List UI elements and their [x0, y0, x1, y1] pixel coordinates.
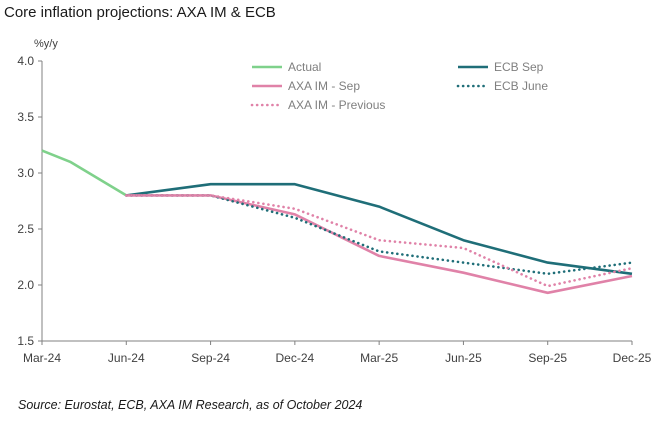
series-line-ecb-sep — [126, 182, 633, 276]
legend-label: ECB Sep — [494, 60, 544, 74]
series-line-axa-im-sep — [126, 194, 633, 295]
chart-source: Source: Eurostat, ECB, AXA IM Research, … — [18, 398, 363, 412]
x-tick-label: Jun-24 — [108, 351, 145, 365]
legend-label: Actual — [288, 60, 321, 74]
chart-title: Core inflation projections: AXA IM & ECB — [4, 4, 276, 21]
x-tick-label: Mar-25 — [360, 351, 398, 365]
y-axis-unit-label: %y/y — [34, 38, 58, 50]
x-tick-label: Dec-24 — [276, 351, 315, 365]
y-tick-label: 3.5 — [17, 110, 34, 124]
x-tick-label: Mar-24 — [23, 351, 61, 365]
y-tick-label: 3.0 — [17, 166, 34, 180]
legend-label: ECB June — [494, 79, 548, 93]
y-tick-label: 4.0 — [17, 54, 34, 68]
series-line-actual — [41, 149, 127, 197]
x-tick-label: Sep-25 — [528, 351, 567, 365]
series-line-ecb-june — [125, 194, 634, 276]
x-tick-label: Sep-24 — [191, 351, 230, 365]
y-tick-label: 1.5 — [17, 334, 34, 348]
x-tick-label: Dec-25 — [613, 351, 652, 365]
legend-label: AXA IM - Previous — [288, 98, 385, 112]
series-line-axa-im-previous — [125, 194, 634, 288]
y-tick-label: 2.5 — [17, 222, 34, 236]
x-tick-label: Jun-25 — [445, 351, 482, 365]
legend-label: AXA IM - Sep — [288, 79, 360, 93]
y-tick-label: 2.0 — [17, 278, 34, 292]
